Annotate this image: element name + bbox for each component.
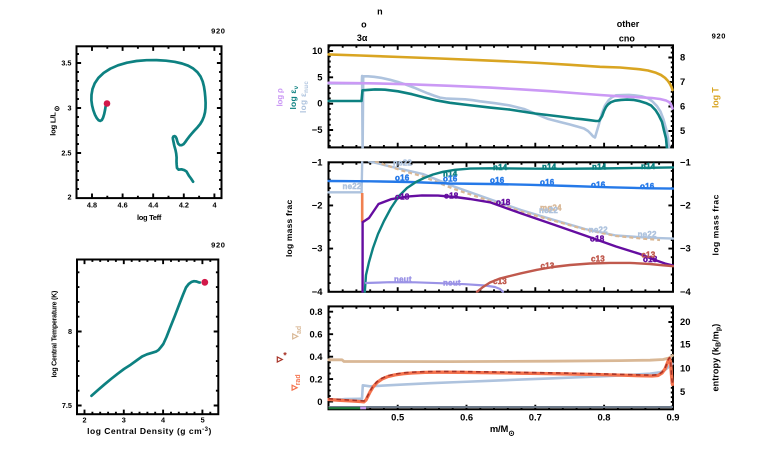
svg-text:−4: −4 bbox=[312, 286, 323, 297]
svg-text:n14: n14 bbox=[641, 162, 656, 171]
svg-text:o16: o16 bbox=[540, 178, 555, 187]
svg-text:920: 920 bbox=[211, 27, 225, 36]
svg-text:4: 4 bbox=[161, 415, 166, 424]
svg-text:0: 0 bbox=[317, 98, 322, 109]
svg-text:3: 3 bbox=[67, 104, 71, 113]
svg-text:4.8: 4.8 bbox=[87, 200, 97, 209]
svg-text:15: 15 bbox=[680, 339, 690, 350]
svg-text:c13: c13 bbox=[493, 277, 507, 286]
svg-text:rad: rad bbox=[295, 374, 302, 385]
svg-text:c13: c13 bbox=[641, 251, 655, 260]
svg-text:entropy (kB/mp): entropy (kB/mp) bbox=[711, 324, 723, 392]
svg-text:n14: n14 bbox=[493, 163, 508, 172]
svg-text:5: 5 bbox=[317, 71, 322, 82]
svg-text:0: 0 bbox=[317, 396, 322, 407]
svg-text:5: 5 bbox=[680, 386, 685, 397]
svg-text:−2: −2 bbox=[680, 200, 691, 211]
svg-text:n14: n14 bbox=[443, 169, 458, 178]
svg-text:o16: o16 bbox=[443, 175, 458, 184]
svg-text:neut: neut bbox=[394, 275, 412, 284]
svg-text:3: 3 bbox=[122, 415, 126, 424]
svg-text:ne22: ne22 bbox=[589, 226, 608, 235]
svg-text:10: 10 bbox=[312, 45, 322, 56]
svg-text:cno: cno bbox=[619, 33, 636, 43]
svg-text:other: other bbox=[617, 19, 640, 29]
svg-text:4: 4 bbox=[212, 200, 217, 209]
svg-text:0.5: 0.5 bbox=[391, 412, 404, 423]
svg-text:2.5: 2.5 bbox=[61, 149, 71, 158]
svg-text:6: 6 bbox=[680, 101, 685, 112]
svg-text:log L/L: log L/L bbox=[49, 112, 58, 136]
svg-text:log Central Density (g cm-3): log Central Density (g cm-3) bbox=[87, 426, 212, 436]
svg-text:7: 7 bbox=[680, 76, 685, 87]
svg-text:3α: 3α bbox=[357, 33, 368, 43]
svg-text:log εν: log εν bbox=[288, 85, 300, 109]
svg-text:n14: n14 bbox=[592, 162, 607, 171]
svg-text:0.6: 0.6 bbox=[460, 412, 473, 423]
svg-text:o18: o18 bbox=[395, 192, 410, 201]
svg-text:0.8: 0.8 bbox=[597, 412, 610, 423]
svg-text:−3: −3 bbox=[312, 243, 323, 254]
svg-text:ne22: ne22 bbox=[638, 230, 657, 239]
svg-text:8: 8 bbox=[68, 327, 72, 336]
svg-text:log mass frac: log mass frac bbox=[284, 200, 294, 257]
svg-text:−4: −4 bbox=[680, 286, 691, 297]
svg-text:3.5: 3.5 bbox=[61, 59, 71, 68]
svg-text:o: o bbox=[361, 20, 367, 30]
svg-text:ne22: ne22 bbox=[393, 158, 412, 167]
svg-text:o16: o16 bbox=[395, 173, 410, 182]
svg-text:4.6: 4.6 bbox=[118, 200, 128, 209]
svg-text:0.8: 0.8 bbox=[309, 306, 322, 317]
svg-text:7.5: 7.5 bbox=[62, 401, 72, 410]
svg-text:o16: o16 bbox=[640, 182, 655, 191]
svg-text:10: 10 bbox=[680, 362, 690, 373]
svg-text:−5: −5 bbox=[312, 124, 323, 135]
svg-text:0.7: 0.7 bbox=[529, 412, 542, 423]
svg-text:0.4: 0.4 bbox=[309, 351, 323, 362]
svg-text:0.6: 0.6 bbox=[309, 328, 322, 339]
svg-text:log εnuc: log εnuc bbox=[298, 81, 310, 113]
svg-text:0.9: 0.9 bbox=[666, 412, 679, 423]
svg-text:*: * bbox=[283, 351, 287, 361]
svg-text:4.2: 4.2 bbox=[179, 200, 189, 209]
svg-text:2: 2 bbox=[67, 193, 71, 202]
svg-text:mg24: mg24 bbox=[540, 204, 562, 213]
svg-text:20: 20 bbox=[680, 316, 690, 327]
svg-text:o18: o18 bbox=[643, 255, 658, 264]
svg-text:c13: c13 bbox=[591, 254, 605, 263]
svg-text:920: 920 bbox=[211, 241, 225, 250]
svg-text:o16: o16 bbox=[591, 180, 606, 189]
svg-text:8: 8 bbox=[680, 52, 685, 63]
svg-text:−3: −3 bbox=[680, 243, 691, 254]
svg-text:log ρ: log ρ bbox=[275, 88, 284, 106]
svg-text:log Teff: log Teff bbox=[137, 213, 162, 222]
svg-text:n: n bbox=[377, 7, 383, 17]
svg-text:n14: n14 bbox=[542, 162, 557, 171]
svg-text:0.2: 0.2 bbox=[309, 373, 322, 384]
svg-text:−2: −2 bbox=[312, 200, 323, 211]
svg-text:920: 920 bbox=[712, 32, 726, 41]
svg-text:ad: ad bbox=[296, 326, 303, 334]
svg-text:m/M: m/M bbox=[490, 423, 509, 434]
svg-text:2: 2 bbox=[82, 415, 86, 424]
svg-text:5: 5 bbox=[201, 415, 205, 424]
svg-text:log T: log T bbox=[711, 87, 721, 108]
svg-text:log Central Temperature (K): log Central Temperature (K) bbox=[52, 291, 59, 378]
svg-text:neut: neut bbox=[443, 278, 461, 287]
svg-text:−1: −1 bbox=[312, 156, 323, 167]
svg-text:log mass frac: log mass frac bbox=[711, 194, 721, 255]
svg-text:4.4: 4.4 bbox=[148, 200, 159, 209]
svg-text:5: 5 bbox=[680, 125, 685, 136]
svg-text:−1: −1 bbox=[680, 156, 691, 167]
svg-text:ne22: ne22 bbox=[539, 206, 558, 215]
svg-text:o18: o18 bbox=[590, 235, 605, 244]
svg-text:c13: c13 bbox=[541, 261, 555, 270]
svg-text:ne22: ne22 bbox=[343, 182, 362, 191]
svg-text:o16: o16 bbox=[490, 176, 505, 185]
svg-text:o18: o18 bbox=[496, 198, 511, 207]
svg-text:o18: o18 bbox=[444, 191, 459, 200]
